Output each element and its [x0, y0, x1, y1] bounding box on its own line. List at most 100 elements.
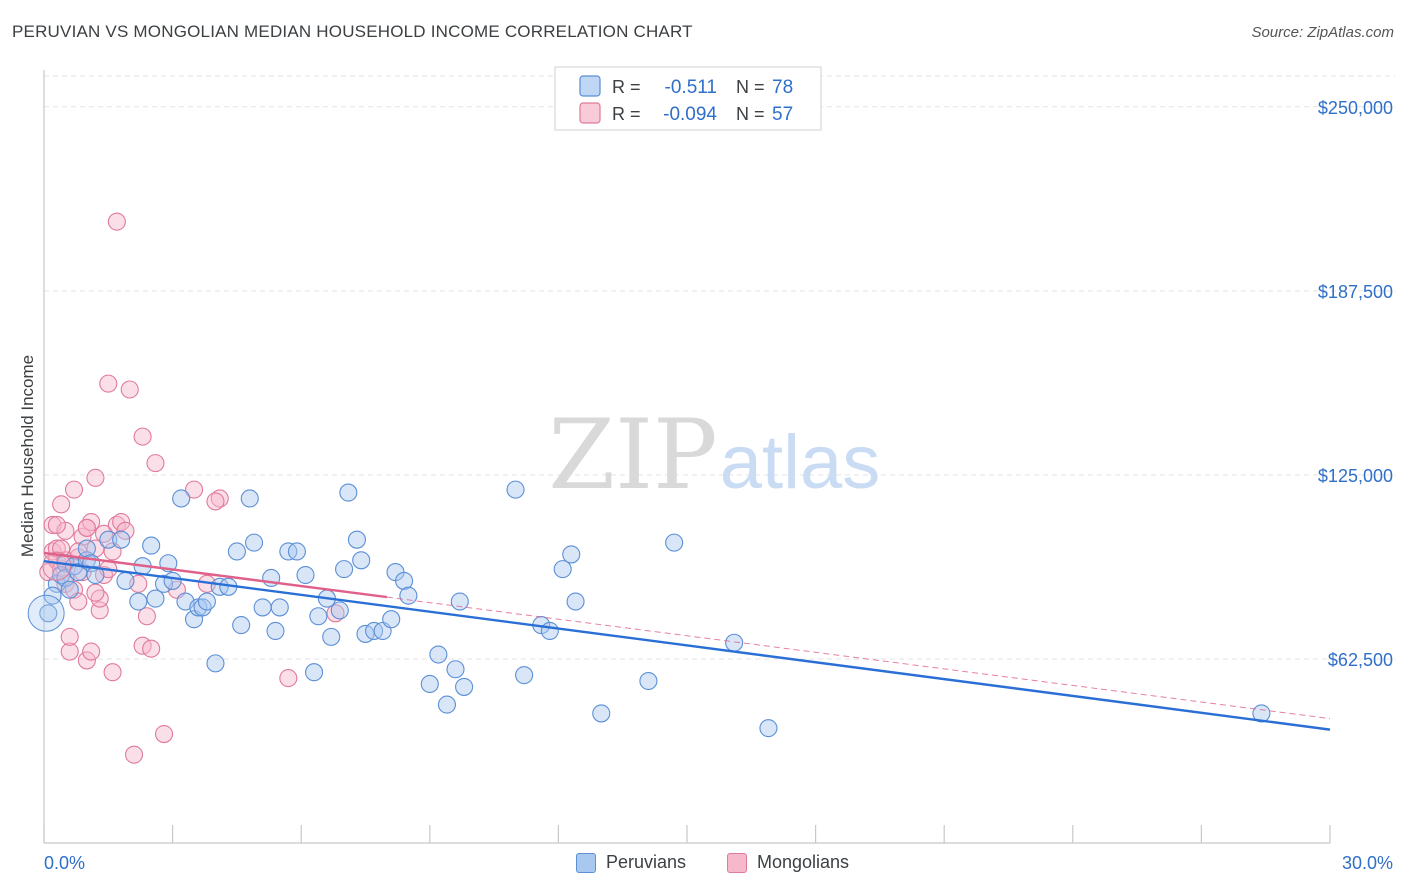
legend-swatch-peruvians — [579, 75, 601, 97]
peruvian-point-12 — [99, 530, 118, 549]
mongolian-point-9 — [60, 642, 79, 661]
mongolian-point-27 — [99, 374, 118, 393]
peruvian-point-70 — [566, 592, 585, 611]
peruvian-point-60 — [437, 695, 456, 714]
peruvian-point-31 — [227, 542, 246, 561]
legend-n-value-peruvians: 78 — [772, 77, 793, 98]
mongolian-point-55 — [52, 539, 71, 558]
mongolian-point-38 — [137, 607, 156, 626]
peruvian-point-17 — [142, 536, 161, 555]
mongolian-point-48 — [279, 669, 298, 688]
trendline-peruvians — [43, 559, 1331, 731]
legend-n-label-mongolians: N = — [736, 104, 765, 124]
mongolian-point-12 — [64, 480, 84, 499]
peruvian-point-32 — [232, 616, 251, 635]
y-tick-label-3: $250,000 — [1318, 98, 1393, 118]
peruvian-point-11 — [86, 565, 105, 585]
mongolian-point-41 — [142, 639, 161, 658]
peruvian-point-59 — [429, 645, 448, 664]
watermark-zip: ZIP — [548, 399, 717, 511]
peruvian-point-57 — [399, 586, 418, 605]
mongolian-point-34 — [120, 380, 139, 399]
trendline-mongolians-extension — [386, 596, 1331, 720]
peruvian-point-47 — [335, 560, 354, 579]
peruvian-point-46 — [330, 601, 349, 620]
trendline-mongolians — [43, 551, 388, 599]
peruvian-point-65 — [515, 666, 534, 685]
peruvian-point-14 — [116, 571, 135, 590]
mongolian-point-40 — [133, 427, 152, 446]
peruvian-point-38 — [270, 598, 289, 617]
peruvian-point-22 — [172, 489, 191, 508]
mongolian-point-18 — [77, 651, 96, 670]
legend-bottom-swatch-peruvians — [576, 852, 596, 873]
peruvian-point-large — [27, 594, 65, 632]
mongolian-point-50 — [47, 515, 66, 535]
peruvian-point-67 — [540, 621, 559, 641]
legend-bottom: Peruvians Mongolians — [0, 852, 1406, 876]
legend-r-label-mongolians: R = — [612, 104, 641, 124]
peruvian-point-28 — [206, 654, 225, 673]
x-tick-label-start: 0.0% — [44, 853, 85, 873]
mongolian-point-22 — [86, 468, 105, 487]
peruvian-point-35 — [253, 598, 272, 617]
source-note: Source: ZipAtlas.com — [1251, 24, 1394, 41]
peruvian-point-27 — [197, 592, 216, 611]
y-tick-label-2: $187,500 — [1318, 282, 1393, 302]
peruvian-point-72 — [639, 671, 658, 691]
mongolian-point-19 — [82, 642, 101, 661]
peruvian-point-0 — [39, 604, 58, 623]
peruvian-point-48 — [339, 483, 358, 502]
legend-bottom-swatch-mongolians — [727, 852, 747, 873]
chart-title: PERUVIAN VS MONGOLIAN MEDIAN HOUSEHOLD I… — [12, 22, 693, 41]
peruvian-point-37 — [266, 621, 285, 641]
peruvian-point-71 — [592, 704, 611, 723]
peruvian-point-56 — [395, 571, 414, 590]
mongolian-point-30 — [107, 212, 126, 231]
peruvian-point-76 — [1252, 704, 1271, 723]
peruvian-point-9 — [77, 539, 96, 558]
peruvian-point-61 — [446, 660, 465, 679]
peruvian-point-75 — [759, 719, 778, 738]
legend-r-value-mongolians: -0.094 — [663, 104, 717, 125]
legend-r-value-peruvians: -0.511 — [665, 77, 717, 98]
peruvian-point-50 — [352, 551, 371, 570]
peruvian-point-45 — [322, 627, 341, 646]
peruvian-point-18 — [146, 589, 165, 608]
peruvian-point-74 — [725, 633, 744, 652]
peruvian-point-64 — [506, 480, 525, 499]
peruvian-point-62 — [450, 592, 469, 611]
peruvian-point-63 — [455, 677, 474, 696]
mongolian-point-47 — [206, 492, 225, 511]
peruvian-point-40 — [287, 542, 306, 561]
legend-item-peruvians: Peruvians — [576, 852, 686, 873]
legend-bottom-label-peruvians: Peruvians — [606, 852, 687, 872]
legend-top: R = -0.511 N = 78 R = -0.094 N = 57 — [554, 66, 822, 131]
peruvian-point-21 — [163, 571, 182, 590]
legend-n-value-mongolians: 57 — [772, 104, 793, 125]
y-tick-label-0: $62,500 — [1328, 650, 1393, 670]
mongolian-point-44 — [184, 480, 204, 499]
peruvian-point-68 — [553, 560, 572, 579]
peruvian-point-34 — [244, 533, 264, 552]
peruvian-point-13 — [112, 530, 131, 549]
mongolian-point-10 — [60, 627, 79, 646]
peruvian-point-43 — [309, 607, 328, 626]
mongolian-point-56 — [86, 583, 105, 602]
legend-item-mongolians: Mongolians — [727, 852, 849, 873]
legend-r-label-peruvians: R = — [612, 77, 641, 97]
peruvian-point-41 — [296, 565, 315, 585]
peruvian-point-54 — [382, 610, 401, 629]
mongolian-point-33 — [116, 521, 135, 540]
y-tick-label-1: $125,000 — [1318, 466, 1393, 486]
peruvian-point-15 — [129, 592, 148, 611]
legend-bottom-label-mongolians: Mongolians — [757, 852, 850, 872]
peruvian-point-69 — [562, 545, 581, 564]
peruvian-point-5 — [60, 580, 79, 599]
legend-swatch-mongolians — [579, 102, 601, 124]
mongolian-point-large — [42, 551, 72, 581]
peruvian-point-49 — [347, 530, 366, 549]
mongolian-point-53 — [77, 518, 96, 537]
peruvian-point-73 — [665, 533, 684, 552]
mongolian-point-29 — [103, 663, 122, 682]
